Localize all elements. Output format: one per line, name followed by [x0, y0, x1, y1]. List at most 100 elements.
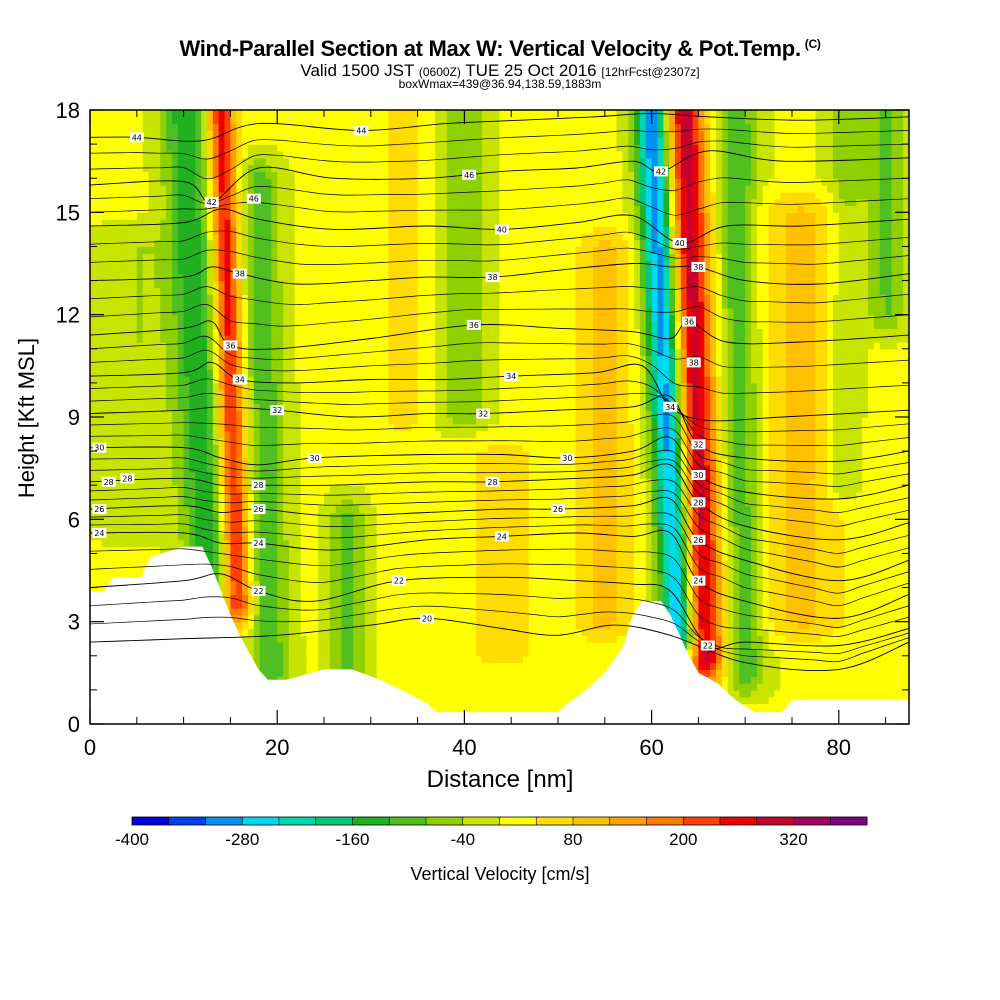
velocity-cell — [259, 526, 278, 534]
velocity-cell — [634, 444, 641, 452]
velocity-cell — [786, 567, 816, 575]
velocity-cell — [300, 539, 319, 548]
velocity-cell — [242, 417, 249, 425]
velocity-cell — [376, 669, 682, 677]
velocity-cell — [177, 191, 196, 200]
velocity-cell — [593, 444, 618, 452]
velocity-cell — [171, 232, 179, 241]
velocity-cell — [218, 362, 226, 370]
velocity-cell — [593, 369, 618, 377]
velocity-cell — [212, 266, 220, 275]
velocity-cell — [435, 144, 448, 152]
contour-label-text: 30 — [310, 454, 320, 463]
velocity-cell — [435, 253, 448, 261]
velocity-cell — [259, 451, 278, 459]
velocity-cell — [891, 219, 904, 227]
velocity-cell — [721, 614, 729, 623]
velocity-cell — [247, 205, 255, 213]
velocity-cell — [891, 301, 904, 309]
velocity-cell — [230, 594, 243, 602]
velocity-cell — [903, 266, 909, 275]
velocity-cell — [698, 553, 711, 561]
velocity-cell — [446, 225, 483, 234]
velocity-cell — [832, 430, 863, 439]
velocity-cell — [499, 280, 577, 288]
velocity-cell — [224, 157, 231, 166]
velocity-cell — [593, 580, 618, 589]
velocity-cell — [259, 662, 284, 671]
velocity-cell — [680, 573, 688, 582]
velocity-cell — [868, 403, 909, 411]
velocity-cell — [756, 471, 764, 479]
velocity-cell — [283, 307, 296, 316]
velocity-cell — [499, 301, 577, 309]
velocity-cell — [891, 232, 904, 241]
velocity-cell — [154, 273, 173, 282]
velocity-cell — [733, 669, 740, 677]
theta-isentrope — [90, 548, 909, 628]
velocity-cell — [651, 444, 659, 452]
velocity-cell — [90, 417, 173, 425]
velocity-cell — [634, 492, 647, 500]
velocity-cell — [838, 280, 869, 288]
velocity-cell — [171, 253, 179, 261]
velocity-cell — [136, 294, 144, 302]
velocity-cell — [528, 642, 647, 650]
velocity-cell — [388, 150, 419, 159]
velocity-cell — [634, 526, 647, 534]
velocity-cell — [634, 225, 641, 234]
velocity-cell — [242, 369, 249, 377]
velocity-cell — [751, 553, 758, 561]
velocity-cell — [868, 212, 881, 220]
velocity-cell — [786, 328, 816, 336]
velocity-cell — [710, 532, 717, 541]
velocity-cell — [376, 648, 477, 657]
velocity-cell — [704, 355, 711, 364]
velocity-cell — [756, 239, 770, 248]
velocity-cell — [704, 157, 711, 166]
theta-contour-34 — [90, 361, 909, 422]
velocity-cell — [253, 376, 272, 384]
velocity-cell — [651, 191, 659, 200]
velocity-cell — [218, 307, 226, 316]
velocity-cell — [879, 232, 893, 241]
contour-label-text: 46 — [464, 171, 474, 180]
velocity-cell — [727, 512, 735, 520]
velocity-cell — [774, 171, 816, 179]
velocity-cell — [353, 662, 366, 671]
velocity-cell — [253, 219, 272, 227]
velocity-cell — [300, 389, 389, 398]
velocity-cell — [675, 512, 682, 520]
velocity-cell — [639, 396, 647, 404]
velocity-cell — [575, 341, 594, 350]
velocity-cell — [388, 301, 419, 309]
velocity-cell — [715, 225, 723, 234]
velocity-cell — [715, 335, 723, 343]
velocity-cell — [692, 587, 699, 595]
velocity-cell — [142, 266, 155, 275]
velocity-cell — [136, 301, 144, 309]
velocity-cell — [827, 307, 834, 316]
velocity-cell — [692, 341, 699, 350]
velocity-cell — [476, 648, 530, 657]
velocity-cell — [160, 287, 173, 295]
velocity-cell — [283, 505, 302, 514]
velocity-cell — [745, 287, 752, 295]
velocity-cell — [236, 198, 243, 207]
velocity-cell — [388, 321, 419, 329]
velocity-cell — [832, 423, 863, 432]
velocity-cell — [751, 273, 758, 282]
velocity-cell — [832, 341, 875, 350]
velocity-cell — [271, 355, 284, 364]
velocity-cell — [868, 376, 909, 384]
velocity-cell — [827, 225, 840, 234]
velocity-cell — [154, 266, 173, 275]
velocity-cell — [177, 266, 202, 275]
velocity-cell — [639, 178, 647, 186]
velocity-cell — [715, 307, 723, 316]
velocity-cell — [318, 594, 331, 602]
colorbar-tick-label: -40 — [451, 830, 476, 849]
velocity-cell — [247, 164, 272, 172]
velocity-cell — [593, 621, 612, 630]
velocity-cell — [639, 314, 647, 323]
